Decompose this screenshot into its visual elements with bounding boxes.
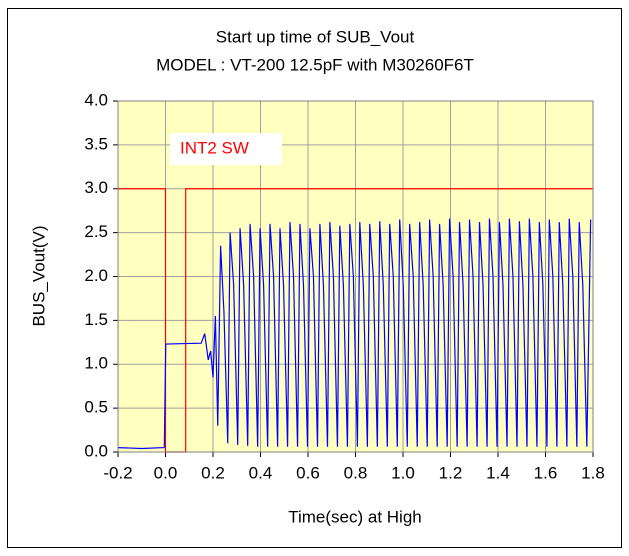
x-tick-label: 0.4 bbox=[249, 463, 273, 482]
chart-subtitle: MODEL : VT-200 12.5pF with M30260F6T bbox=[156, 55, 474, 74]
y-axis-label: BUS_Vout(V) bbox=[29, 225, 48, 326]
x-tick-label: 0.8 bbox=[344, 463, 368, 482]
annotation: INT2 SW bbox=[180, 138, 249, 157]
plot-border bbox=[117, 100, 594, 453]
series-line bbox=[117, 218, 592, 450]
x-tick-label: 1.4 bbox=[486, 463, 510, 482]
x-tick-label: 0.6 bbox=[296, 463, 320, 482]
x-tick-label: -0.2 bbox=[103, 463, 132, 482]
y-tick-label: 1.0 bbox=[84, 354, 108, 373]
x-axis-label: Time(sec) at High bbox=[288, 507, 422, 526]
x-tick-label: 1.2 bbox=[439, 463, 463, 482]
y-tick-label: 3.0 bbox=[84, 178, 108, 197]
annotation-box bbox=[170, 133, 282, 165]
x-tick-label: 1.6 bbox=[534, 463, 558, 482]
y-tick-label: 3.5 bbox=[84, 134, 108, 153]
x-tick-label: 0.2 bbox=[201, 463, 225, 482]
chart-title: Start up time of SUB_Vout bbox=[216, 27, 415, 46]
y-tick-label: 4.0 bbox=[84, 90, 108, 109]
y-tick-label: 2.5 bbox=[84, 222, 108, 241]
x-tick-label: 1.8 bbox=[581, 463, 605, 482]
x-tick-label: 1.0 bbox=[391, 463, 415, 482]
y-tick-label: 0.5 bbox=[84, 398, 108, 417]
x-tick-label: 0.0 bbox=[154, 463, 178, 482]
y-tick-label: 1.5 bbox=[84, 310, 108, 329]
y-tick-label: 2.0 bbox=[84, 266, 108, 285]
y-tick-label: 0.0 bbox=[84, 441, 108, 460]
